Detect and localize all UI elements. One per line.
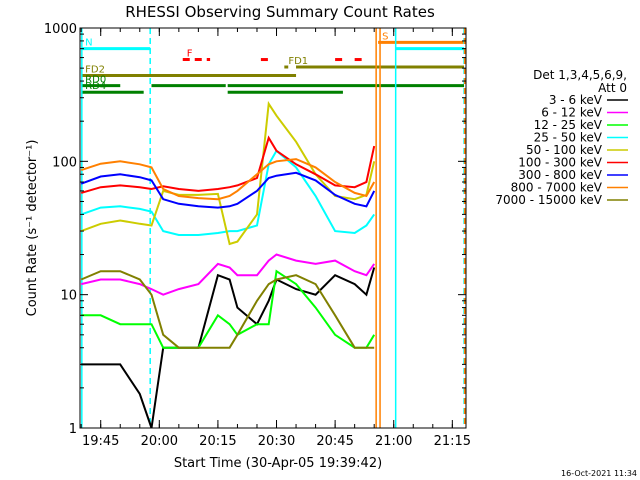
x-tick-label: 21:15	[434, 434, 471, 449]
vertical-markers-layer	[81, 28, 466, 428]
x-tick-label: 19:45	[82, 434, 119, 449]
legend-label-7: 800 - 7000 keV	[511, 181, 603, 195]
series-line-5	[80, 135, 376, 194]
x-tick-label: 20:15	[199, 434, 236, 449]
axis-ticks-layer: 1 10 100 1000 19:45 20:00 20:15 20:30 20:45 21:00…	[44, 22, 471, 449]
x-tick-label: 21:00	[375, 434, 412, 449]
y-tick-label: 1	[69, 422, 77, 437]
legend-label-8: 7000 - 15000 keV	[495, 193, 602, 207]
flag-label-fd1: FD1	[288, 56, 308, 67]
legend-header-line1: Det 1,3,4,5,6,9,	[533, 68, 627, 82]
y-tick-label: 100	[52, 155, 77, 170]
series-line-7	[80, 158, 376, 201]
legend-label-5: 100 - 300 keV	[518, 156, 602, 170]
flag-label-f: F	[187, 49, 193, 60]
legend-label-3: 25 - 50 keV	[534, 131, 603, 145]
x-axis-label: Start Time (30-Apr-05 19:39:42)	[174, 456, 382, 471]
flag-label-rd4: RD4	[85, 81, 106, 92]
plot-frame	[79, 27, 467, 429]
legend-label-4: 50 - 100 keV	[526, 143, 603, 157]
legend-label-0: 3 - 6 keV	[549, 93, 603, 107]
timestamp: 16-Oct-2021 11:34	[561, 469, 637, 478]
y-tick-label: 10	[60, 289, 77, 304]
series-line-6	[80, 171, 376, 209]
series-layer	[80, 100, 376, 429]
flag-label-fd2: FD2	[85, 65, 105, 76]
chart-title: RHESSI Observing Summary Count Rates	[125, 3, 435, 21]
x-tick-label: 20:45	[316, 434, 353, 449]
y-tick-label: 1000	[44, 22, 77, 37]
series-line-8	[80, 270, 375, 349]
legend-label-2: 12 - 25 keV	[534, 118, 603, 132]
series-line-0	[81, 267, 376, 429]
series-line-2	[81, 269, 376, 349]
flag-label-rd0: RD0	[85, 75, 106, 86]
y-axis-label: Count Rate (s⁻¹ detector⁻¹)	[25, 140, 40, 317]
flag-label-n: N	[85, 38, 92, 49]
flag-label-s: S	[382, 31, 388, 42]
series-line-3	[80, 149, 376, 236]
series-line-1	[80, 253, 376, 296]
x-tick-label: 20:30	[258, 434, 295, 449]
legend-label-6: 300 - 800 keV	[518, 168, 602, 182]
x-tick-label: 20:00	[141, 434, 178, 449]
legend-label-1: 6 - 12 keV	[541, 106, 603, 120]
legend-header-line2: Att 0	[598, 81, 627, 95]
